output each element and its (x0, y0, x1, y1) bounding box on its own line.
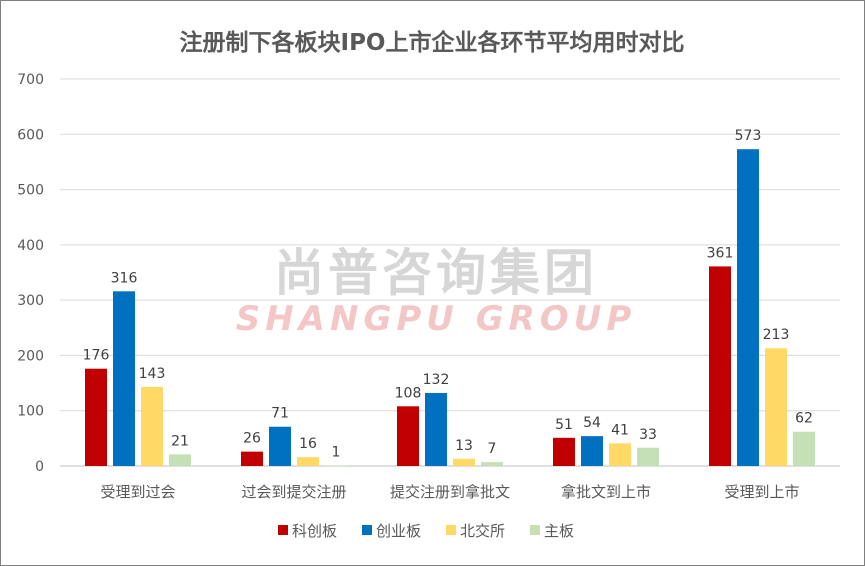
data-label: 54 (583, 415, 601, 431)
data-label: 71 (271, 406, 289, 422)
bar (141, 386, 163, 466)
bar (425, 393, 447, 466)
data-label: 33 (639, 427, 657, 443)
data-label: 51 (555, 417, 573, 433)
chart-title: 注册制下各板块IPO上市企业各环节平均用时对比 (180, 29, 685, 56)
x-category-label: 提交注册到拿批文 (390, 483, 510, 501)
watermark-cn: 尚普咨询集团 (274, 244, 598, 302)
bar (241, 451, 263, 466)
y-tick-label: 500 (17, 183, 44, 199)
data-label: 26 (243, 431, 261, 447)
x-category-label: 受理到上市 (724, 483, 799, 501)
data-label: 41 (611, 422, 629, 438)
watermark: 尚普咨询集团 SHANGPU GROUP (236, 244, 637, 339)
x-axis: 受理到过会 过会到提交注册 提交注册到拿批文 拿批文到上市 受理到上市 (100, 483, 799, 501)
data-label: 176 (83, 348, 110, 364)
x-category-label: 拿批文到上市 (561, 483, 651, 501)
bar (113, 291, 135, 466)
bar (269, 426, 291, 466)
bar (581, 436, 603, 466)
data-label: 62 (795, 411, 813, 427)
bar (637, 447, 659, 466)
y-tick-label: 100 (17, 404, 44, 420)
watermark-en: SHANGPU GROUP (236, 299, 637, 339)
legend-swatch (446, 525, 456, 535)
bar (737, 149, 759, 466)
legend-label: 北交所 (460, 522, 505, 540)
data-label: 13 (455, 438, 473, 454)
x-category-label: 过会到提交注册 (241, 483, 346, 501)
bar (793, 431, 815, 466)
data-label: 1 (332, 444, 341, 460)
y-tick-label: 0 (35, 459, 44, 475)
data-label: 16 (299, 436, 317, 452)
x-category-label: 受理到过会 (100, 483, 175, 501)
data-label: 143 (139, 366, 166, 382)
legend-swatch (278, 525, 288, 535)
legend-swatch (530, 525, 540, 535)
bar (297, 457, 319, 466)
legend-swatch (362, 525, 372, 535)
data-label: 132 (423, 372, 450, 388)
y-tick-label: 200 (17, 348, 44, 364)
legend: 科创板 创业板 北交所 主板 (278, 522, 574, 540)
data-label: 21 (171, 433, 189, 449)
y-axis: 0 100 200 300 400 500 600 700 (17, 72, 44, 475)
bar (453, 458, 475, 466)
data-label: 7 (488, 441, 497, 457)
data-label: 108 (395, 385, 422, 401)
y-tick-label: 700 (17, 72, 44, 88)
legend-label: 科创板 (292, 522, 337, 540)
y-tick-label: 600 (17, 127, 44, 143)
y-tick-label: 400 (17, 238, 44, 254)
bar (169, 454, 191, 466)
bar (609, 443, 631, 466)
bar (85, 368, 107, 466)
bar (481, 462, 503, 466)
bar (325, 465, 347, 466)
bar (397, 406, 419, 466)
legend-label: 主板 (544, 522, 574, 540)
legend-label: 创业板 (376, 522, 421, 540)
data-label: 316 (111, 270, 138, 286)
data-label: 573 (735, 128, 762, 144)
y-tick-label: 300 (17, 293, 44, 309)
data-label: 361 (707, 245, 734, 261)
data-label: 213 (763, 327, 790, 343)
bar (765, 348, 787, 466)
bar (553, 437, 575, 466)
bar (709, 266, 731, 466)
